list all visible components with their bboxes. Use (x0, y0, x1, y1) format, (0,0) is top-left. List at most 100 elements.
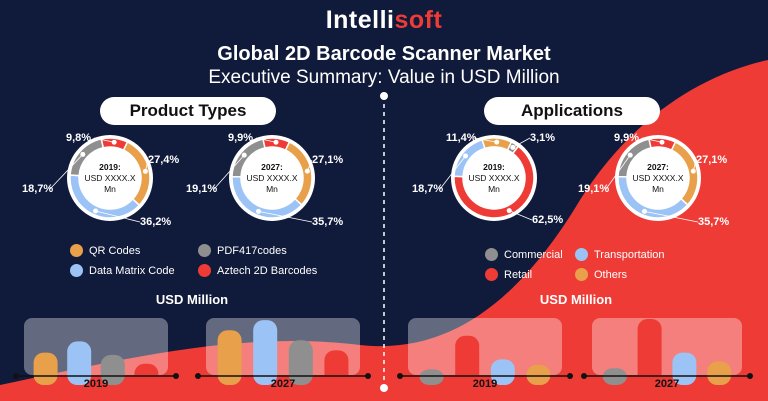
bar-retail-2027 (637, 319, 662, 385)
product-usd-title: USD Million (155, 292, 229, 307)
bar-aztech-2d-barcodes-2027 (324, 350, 349, 385)
legend-pdf417: PDF417codes (198, 244, 287, 257)
ap2019-center-label: 2019: USD XXXX.X Mn (464, 162, 524, 195)
pt2027-donut (213, 135, 315, 223)
slice-label-data-matrix-code: 35,7% (312, 216, 344, 228)
pt2027-center-label: 2027: USD XXXX.X Mn (242, 162, 302, 195)
donut-hole (80, 148, 140, 208)
center-value: USD XXXX.X (468, 173, 520, 183)
axis-dot (173, 373, 179, 379)
slice-label-transportation: 35,7% (698, 216, 730, 228)
pt2019-center-label: 2019: USD XXXX.X Mn (80, 162, 140, 195)
slice-label-retail: 62,5% (532, 214, 564, 226)
center-unit: Mn (488, 184, 500, 194)
leader-line (144, 159, 149, 172)
leader-line (439, 155, 466, 190)
bar-data-matrix-code-2027 (253, 320, 278, 385)
slice-label-qr-codes: 27,1% (312, 154, 344, 166)
center-value: USD XXXX.X (84, 173, 136, 183)
legend-dot (575, 248, 588, 261)
slice-label-aztech-2d-barcodes: 9,8% (66, 132, 92, 144)
legend-qr-codes: QR Codes (70, 244, 140, 257)
brand-logo: Intellisoft (0, 6, 768, 35)
divider-dot-bottom (380, 384, 388, 392)
legend-dot (70, 244, 83, 257)
ptbars-bar-chart (13, 318, 371, 385)
slice-label-pdf417codes: 18,7% (22, 183, 54, 195)
axis-dot (567, 373, 573, 379)
pt2019-donut (49, 135, 153, 223)
slice-label-others: 11,4% (446, 132, 477, 144)
bar-panel-2019 (24, 318, 168, 375)
center-unit: Mn (652, 184, 664, 194)
applications-heading: Applications (484, 97, 660, 125)
leader-line (255, 137, 277, 143)
leader-line (641, 137, 663, 143)
axis-dot (13, 373, 19, 379)
ap2027-center-label: 2027: USD XXXX.X Mn (628, 162, 688, 195)
bar-aztech-2d-barcodes-2019 (134, 363, 159, 385)
red-wave (0, 60, 768, 401)
bar-year-label-2027: 2027 (654, 378, 680, 390)
divider-dot-top (380, 92, 388, 100)
bar-year-label-2019: 2019 (472, 378, 498, 390)
slice-label-transportation: 18,7% (412, 183, 444, 195)
axis-dot (581, 373, 587, 379)
axis-dot (397, 373, 403, 379)
center-year: 2019: (483, 162, 505, 172)
legend-dot (198, 264, 211, 277)
donut-hole (242, 148, 302, 208)
axis-dot (195, 373, 201, 379)
legend-transportation: Transportation (575, 248, 665, 261)
center-year: 2027: (647, 162, 669, 172)
legend-dot (198, 244, 211, 257)
ap2019-donut (439, 135, 537, 221)
slice-label-retail: 9,9% (614, 132, 640, 144)
slice-label-data-matrix-code: 36,2% (140, 216, 172, 228)
slice-label-commercial: 3,1% (530, 132, 556, 144)
legend-aztech: Aztech 2D Barcodes (198, 264, 317, 277)
bar-panel-2019 (408, 318, 562, 375)
slice-label-pdf417codes: 19,1% (186, 183, 218, 195)
slice-label-commercial: 19,1% (578, 183, 610, 195)
page-title: Global 2D Barcode Scanner Market (217, 43, 551, 65)
applications-usd-title: USD Million (539, 292, 613, 307)
center-unit: Mn (266, 184, 278, 194)
leader-line (258, 210, 313, 223)
legend-others: Others (575, 268, 627, 281)
logo-text-a: Intelli (325, 6, 395, 34)
bar-year-label-2019: 2019 (83, 378, 109, 390)
legend-commercial: Commercial (485, 248, 563, 261)
legend-retail: Retail (485, 268, 532, 281)
bar-commercial-2019 (419, 369, 444, 385)
apbars-bar-chart (397, 318, 753, 385)
slice-label-others: 27,1% (696, 154, 728, 166)
slice-label-qr-codes: 27,4% (148, 154, 180, 166)
legend-dot (485, 268, 498, 281)
leader-line (95, 210, 141, 223)
slice-label-aztech-2d-barcodes: 9,9% (228, 132, 254, 144)
center-year: 2019: (99, 162, 121, 172)
legend-dot (70, 264, 83, 277)
donut-hole (628, 148, 688, 208)
ap2027-donut (605, 135, 701, 223)
legend-data-matrix: Data Matrix Code (70, 264, 175, 277)
product-types-heading: Product Types (100, 97, 276, 125)
legend-dot (485, 248, 498, 261)
bar-others-2027 (707, 361, 732, 385)
bar-transportation-2027 (672, 352, 697, 385)
axis-dot (365, 373, 371, 379)
bar-data-matrix-code-2019 (67, 341, 92, 385)
leader-line (644, 210, 699, 223)
bar-transportation-2019 (490, 359, 515, 385)
axis-dot (747, 373, 753, 379)
leader-line (692, 159, 697, 172)
bar-qr-codes-2019 (33, 352, 58, 385)
bar-others-2019 (526, 364, 551, 385)
center-unit: Mn (104, 184, 116, 194)
donut-hole (464, 148, 524, 208)
center-value: USD XXXX.X (246, 173, 298, 183)
leader-line (473, 137, 497, 143)
